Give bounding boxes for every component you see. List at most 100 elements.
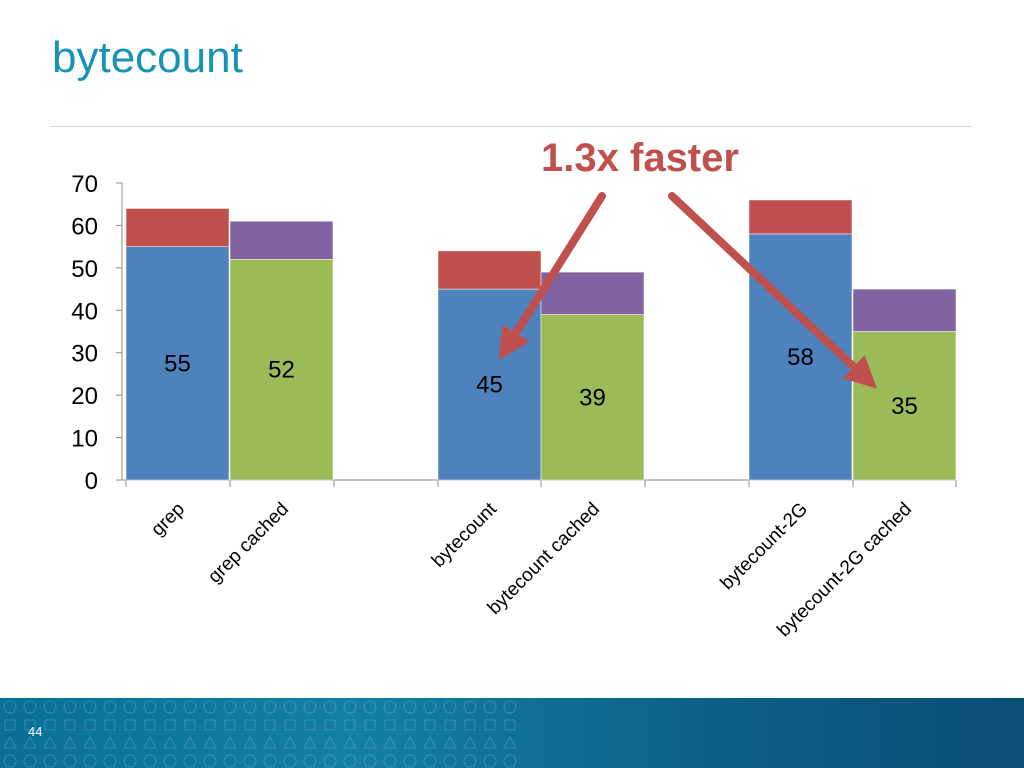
footer-pattern-shape bbox=[183, 754, 197, 768]
footer-pattern-shape bbox=[184, 719, 196, 731]
footer-pattern-shape bbox=[144, 719, 156, 731]
footer-pattern-shape bbox=[383, 754, 397, 768]
bar-segment-top bbox=[540, 271, 645, 315]
y-tick-label: 30 bbox=[71, 341, 98, 368]
bar-segment-top bbox=[125, 208, 230, 247]
footer-pattern-shape bbox=[283, 735, 297, 749]
footer-pattern-shape bbox=[403, 735, 417, 749]
footer-pattern-shape bbox=[43, 735, 57, 749]
footer-pattern-shape bbox=[404, 719, 416, 731]
footer-pattern-shape bbox=[164, 719, 176, 731]
footer-pattern-shape bbox=[163, 700, 177, 714]
footer-pattern-shape bbox=[463, 700, 477, 714]
footer-pattern-shape bbox=[143, 735, 157, 749]
data-label: 52 bbox=[268, 357, 295, 384]
footer-pattern-shape bbox=[364, 719, 376, 731]
footer-pattern-shape bbox=[363, 735, 377, 749]
footer-pattern-shape bbox=[284, 719, 296, 731]
footer-pattern-shape bbox=[463, 735, 477, 749]
footer-pattern-shape bbox=[363, 700, 377, 714]
bar-segment-top bbox=[229, 220, 334, 260]
footer-pattern-shape bbox=[103, 700, 117, 714]
footer-pattern-shape bbox=[123, 735, 137, 749]
footer-pattern-shape bbox=[343, 700, 357, 714]
footer-pattern-shape bbox=[443, 754, 457, 768]
footer-pattern-shape bbox=[423, 700, 437, 714]
footer-pattern-shape bbox=[383, 735, 397, 749]
footer-pattern-shape bbox=[323, 735, 337, 749]
annotation-text: 1.3x faster bbox=[541, 136, 739, 180]
footer-pattern-shape bbox=[3, 700, 17, 714]
category-label: bytecount bbox=[428, 498, 502, 572]
footer-pattern-shape bbox=[503, 700, 517, 714]
footer-pattern-shape bbox=[383, 700, 397, 714]
footer-pattern-shape bbox=[104, 719, 116, 731]
footer-pattern-shape bbox=[63, 735, 77, 749]
footer-pattern-shape bbox=[403, 754, 417, 768]
footer-pattern-shape bbox=[43, 700, 57, 714]
footer-pattern-shape bbox=[24, 719, 36, 731]
footer-pattern-shape bbox=[103, 754, 117, 768]
footer-pattern-shape bbox=[283, 754, 297, 768]
footer-pattern-shape bbox=[304, 719, 316, 731]
footer-pattern-shape bbox=[303, 700, 317, 714]
footer-pattern-shape bbox=[3, 754, 17, 768]
footer-pattern-shape bbox=[363, 754, 377, 768]
footer-pattern bbox=[3, 700, 517, 768]
bar-segment-top bbox=[437, 250, 542, 290]
footer-pattern-shape bbox=[263, 735, 277, 749]
footer-pattern-shape bbox=[483, 700, 497, 714]
footer-pattern-shape bbox=[303, 754, 317, 768]
bar-segment-base bbox=[540, 314, 645, 481]
footer-pattern-shape bbox=[163, 754, 177, 768]
bar-segment-top bbox=[748, 199, 853, 235]
category-label: bytecount-2G bbox=[717, 499, 813, 595]
footer-pattern-shape bbox=[183, 700, 197, 714]
footer-pattern-shape bbox=[323, 700, 337, 714]
footer-pattern-shape bbox=[203, 735, 217, 749]
footer-pattern-shape bbox=[223, 754, 237, 768]
footer-pattern-shape bbox=[84, 719, 96, 731]
y-tick-label: 20 bbox=[71, 383, 98, 410]
chart-bars bbox=[125, 199, 957, 481]
footer-pattern-shape bbox=[43, 754, 57, 768]
footer-pattern-shape bbox=[223, 700, 237, 714]
y-tick-label: 0 bbox=[85, 468, 98, 495]
footer-pattern-shape bbox=[443, 735, 457, 749]
footer-pattern-shape bbox=[83, 700, 97, 714]
footer-bar: 44 bbox=[0, 698, 1024, 768]
stacked-bar-chart: 0 10 20 30 40 50 60 70 55 grep 52 grep cached 45 byt… bbox=[71, 136, 957, 641]
footer-pattern-shape bbox=[503, 735, 517, 749]
data-label: 35 bbox=[891, 393, 918, 420]
footer-pattern-shape bbox=[263, 700, 277, 714]
footer-pattern-shape bbox=[64, 719, 76, 731]
footer-pattern-shape bbox=[63, 700, 77, 714]
y-tick-label: 40 bbox=[71, 298, 98, 325]
footer-pattern-shape bbox=[223, 735, 237, 749]
category-label: bytecount cached bbox=[484, 499, 604, 619]
y-tick-label: 60 bbox=[71, 213, 98, 240]
footer-pattern-shape bbox=[483, 735, 497, 749]
bar-segment-base bbox=[748, 233, 853, 481]
footer-pattern-shape bbox=[143, 754, 157, 768]
footer-pattern-shape bbox=[503, 754, 517, 768]
footer-pattern-shape bbox=[183, 735, 197, 749]
footer-pattern-shape bbox=[123, 754, 137, 768]
footer-pattern-shape bbox=[423, 754, 437, 768]
footer-pattern-shape bbox=[203, 754, 217, 768]
footer-pattern-shape bbox=[263, 754, 277, 768]
footer-pattern-shape bbox=[423, 735, 437, 749]
footer-pattern-shape bbox=[23, 700, 37, 714]
footer-pattern-shape bbox=[303, 735, 317, 749]
footer-pattern-shape bbox=[484, 719, 496, 731]
category-label: grep bbox=[147, 499, 189, 541]
footer-pattern-shape bbox=[324, 719, 336, 731]
footer-pattern-shape bbox=[344, 719, 356, 731]
footer-pattern-shape bbox=[143, 700, 157, 714]
slide-title: bytecount bbox=[52, 33, 243, 82]
footer-pattern-shape bbox=[224, 719, 236, 731]
footer-pattern-shape bbox=[403, 700, 417, 714]
footer-pattern-shape bbox=[463, 754, 477, 768]
footer-pattern-shape bbox=[283, 700, 297, 714]
footer-pattern-shape bbox=[424, 719, 436, 731]
